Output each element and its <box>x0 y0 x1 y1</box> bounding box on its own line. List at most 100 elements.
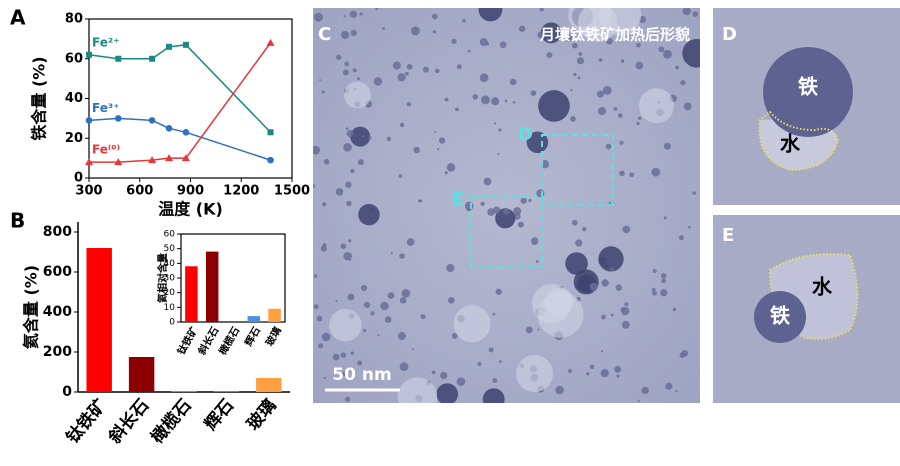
particle <box>635 61 644 70</box>
particle <box>631 33 634 37</box>
marker <box>267 156 274 164</box>
particle <box>444 97 449 102</box>
particle <box>651 287 656 292</box>
particle <box>570 116 576 122</box>
x-axis-label: 温度 (K) <box>157 200 223 219</box>
particle <box>375 8 379 10</box>
y-tick-label: 40 <box>65 91 83 106</box>
particle <box>565 252 588 275</box>
x-tick-label: 橄榄石 <box>216 325 242 357</box>
particle <box>479 38 488 47</box>
particle <box>321 90 325 94</box>
particle <box>406 102 412 107</box>
particle <box>340 243 347 249</box>
particle <box>370 311 375 316</box>
particle <box>323 376 326 380</box>
particle <box>651 290 658 296</box>
y-axis-label: 氦相对含量 <box>156 253 169 303</box>
marker <box>85 117 93 124</box>
box-label: E <box>452 189 464 210</box>
particle <box>446 263 455 273</box>
particle <box>480 201 485 206</box>
particle <box>680 80 686 86</box>
bar <box>205 251 219 322</box>
particle <box>617 113 623 118</box>
particle <box>530 237 539 245</box>
particle <box>347 293 355 301</box>
particle <box>663 216 667 220</box>
particle <box>373 77 383 86</box>
particle <box>359 12 363 16</box>
particle <box>535 260 539 263</box>
particle <box>675 389 678 393</box>
particle <box>636 121 640 126</box>
particle <box>451 333 458 339</box>
particle <box>563 33 573 42</box>
marker <box>149 55 156 62</box>
particle <box>444 171 448 175</box>
particle <box>601 314 606 320</box>
particle <box>620 59 625 63</box>
particle <box>601 279 609 287</box>
particle <box>350 126 371 147</box>
void <box>578 8 618 42</box>
marker <box>181 154 190 162</box>
particle <box>608 201 611 204</box>
particle <box>589 364 595 370</box>
particle <box>491 97 500 106</box>
particle <box>576 57 585 65</box>
particle <box>335 299 338 303</box>
bar <box>247 316 261 322</box>
particle <box>610 313 614 317</box>
x-tick-label: 辉石 <box>201 396 238 435</box>
particle <box>596 90 605 98</box>
void <box>329 309 362 342</box>
particle <box>350 168 355 174</box>
particle <box>598 58 603 62</box>
particle <box>513 207 522 216</box>
plot-frame <box>180 233 286 323</box>
x-tick-label: 斜长石 <box>104 395 154 448</box>
particle <box>660 289 668 297</box>
x-tick-label: 玻璃 <box>263 325 284 349</box>
particle <box>344 61 350 67</box>
particle <box>362 135 365 138</box>
particle <box>641 386 649 395</box>
particle <box>456 377 466 386</box>
particle <box>345 396 351 402</box>
y-axis-label: 铁含量 (%) <box>30 56 49 140</box>
box-label: D <box>518 124 533 145</box>
x-tick-label: 300 <box>75 184 102 199</box>
void <box>531 283 572 324</box>
particle <box>540 22 562 44</box>
particle <box>340 30 350 40</box>
particle <box>498 128 502 132</box>
x-tick-label: 1500 <box>274 184 310 199</box>
marker <box>86 51 92 58</box>
particle <box>621 320 630 329</box>
particle <box>651 167 661 177</box>
y-tick-label: 50 <box>164 244 176 254</box>
y-tick-label: 60 <box>65 51 83 66</box>
particle <box>629 172 635 178</box>
particle <box>446 163 456 172</box>
particle <box>313 304 319 310</box>
particle <box>472 94 479 100</box>
particle <box>455 107 459 112</box>
particle <box>351 370 354 374</box>
particle <box>398 174 403 178</box>
particle <box>467 49 471 53</box>
particle <box>451 38 457 45</box>
y-axis-label: 氦含量 (%) <box>22 265 41 349</box>
particle <box>555 385 564 395</box>
particle <box>570 88 573 92</box>
particle <box>462 18 466 23</box>
marker <box>148 117 156 124</box>
particle <box>499 41 507 49</box>
particle <box>528 198 532 203</box>
particle <box>313 145 321 155</box>
particle <box>478 8 503 22</box>
particle <box>578 52 583 56</box>
particle <box>422 66 429 73</box>
particle <box>538 90 570 122</box>
